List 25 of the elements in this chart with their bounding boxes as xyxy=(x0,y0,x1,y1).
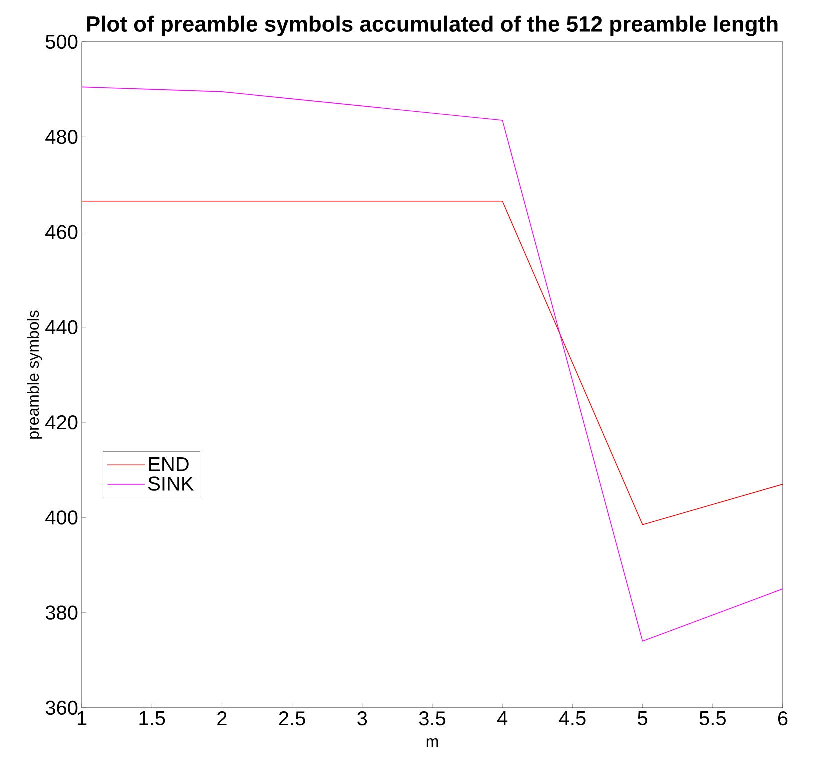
y-tick-label: 400 xyxy=(46,510,78,525)
line-series xyxy=(82,86,783,642)
x-tick-label: 4.5 xyxy=(559,712,586,726)
y-tick-label: 480 xyxy=(46,130,78,144)
legend-label: SINK xyxy=(148,476,194,491)
y-tick-label: 360 xyxy=(46,700,78,716)
x-tick-label: 2 xyxy=(218,712,227,726)
x-axis-title: m xyxy=(426,738,438,748)
y-tick-label: 500 xyxy=(46,34,78,50)
x-tick-label: 3.5 xyxy=(419,712,446,726)
y-tick-label: 380 xyxy=(46,606,78,620)
x-tick-label: 1.5 xyxy=(140,712,166,726)
y-tick-label: 460 xyxy=(46,225,78,240)
y-axis-title: preamble symbols xyxy=(27,310,42,439)
x-tick-label: 2.5 xyxy=(279,712,306,726)
y-tick-label: 440 xyxy=(46,320,78,334)
x-tick-label: 3 xyxy=(358,712,368,726)
x-tick-label: 5 xyxy=(638,712,648,726)
x-tick-label: 1 xyxy=(78,712,87,726)
y-tick-label: 420 xyxy=(46,415,78,430)
x-tick-label: 4 xyxy=(497,712,508,726)
x-tick-label: 6 xyxy=(778,712,788,726)
legend-label: END xyxy=(149,458,189,472)
x-tick-label: 5.5 xyxy=(700,712,726,726)
chart-title: Plot of preamble symbols accumulated of the 512 preamble length xyxy=(87,16,778,36)
